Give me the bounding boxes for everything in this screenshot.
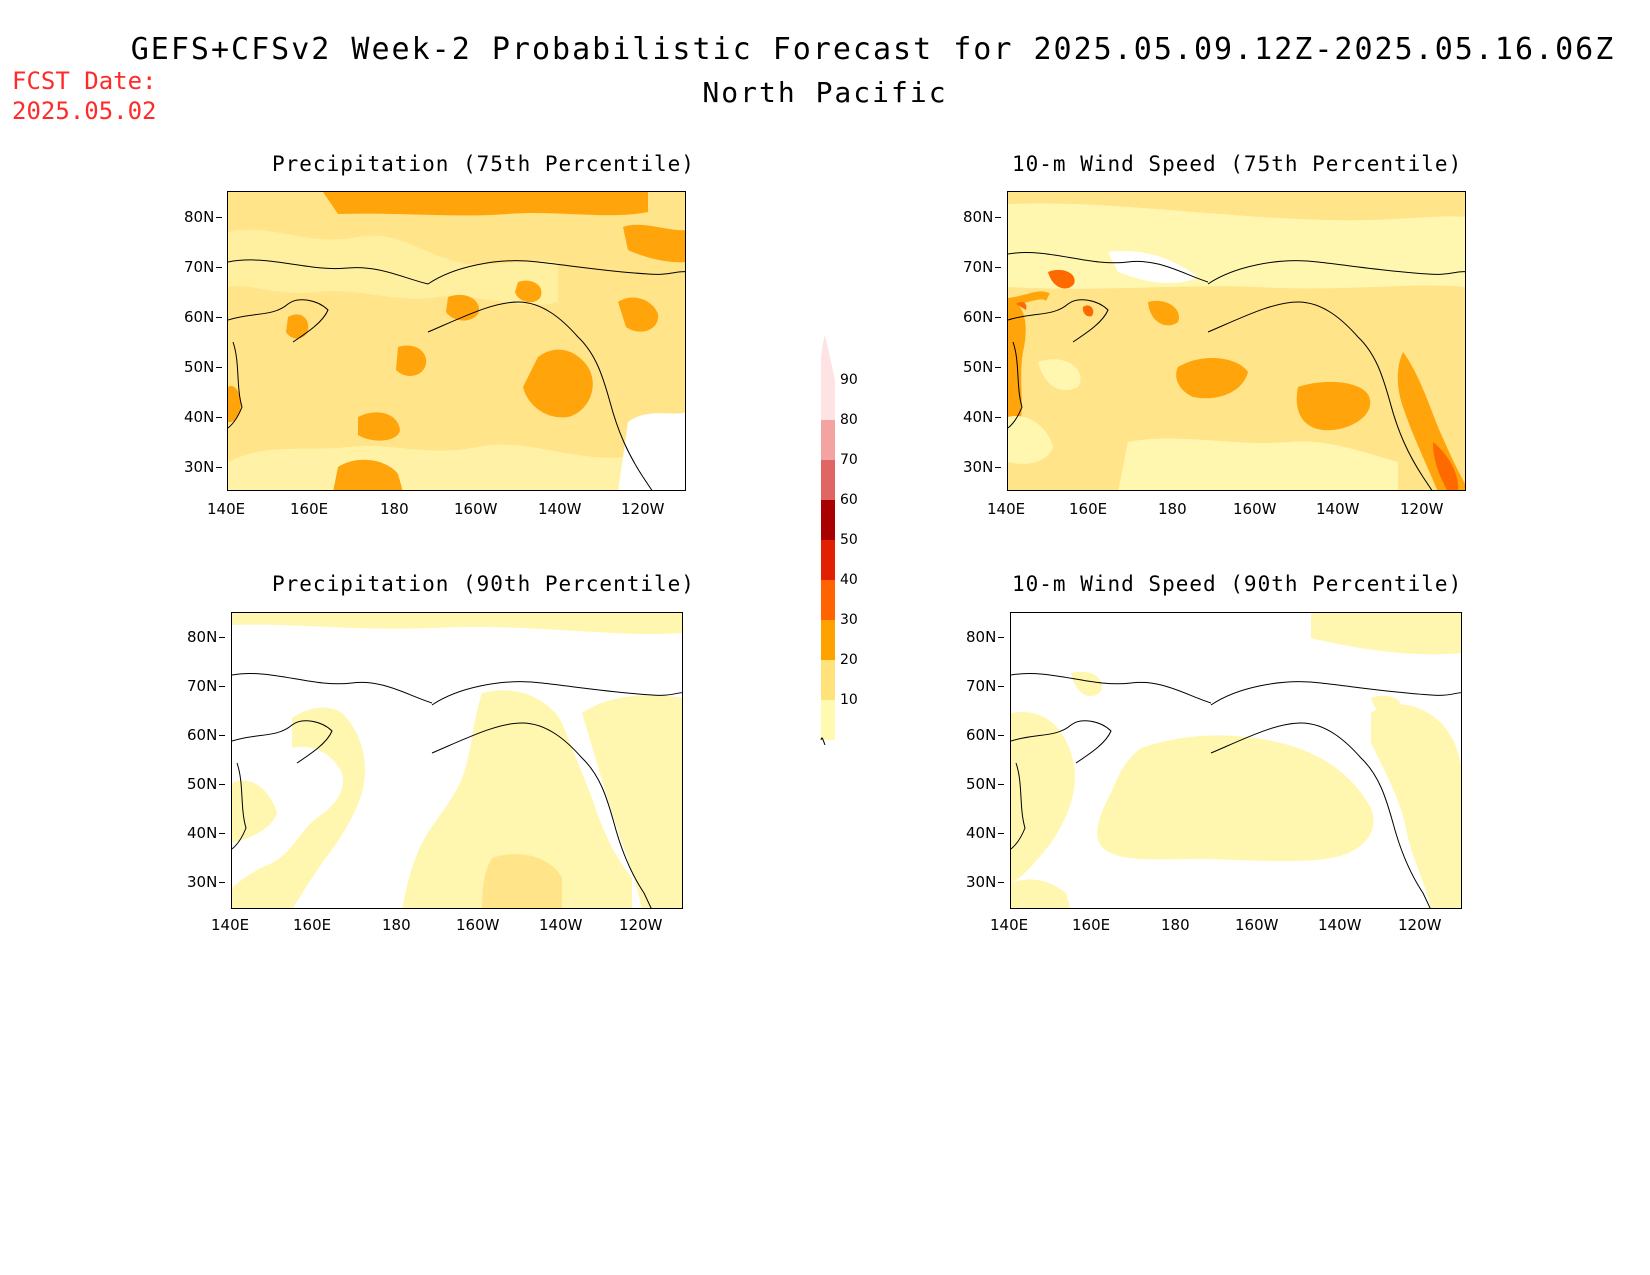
colorbar-label: 30 bbox=[840, 612, 858, 628]
panel-title-wind-90: 10-m Wind Speed (90th Percentile) bbox=[1012, 572, 1463, 596]
lon-label: 120W bbox=[621, 500, 665, 518]
colorbar bbox=[815, 335, 841, 749]
lon-label: 180 bbox=[1161, 916, 1190, 934]
colorbar-label: 40 bbox=[840, 572, 858, 588]
lat-label: 40N bbox=[187, 824, 226, 842]
lon-label: 120W bbox=[1400, 500, 1444, 518]
lon-label: 140W bbox=[1316, 500, 1360, 518]
colorbar-swatch bbox=[821, 700, 835, 740]
lat-label: 70N bbox=[187, 677, 226, 695]
lat-label: 70N bbox=[966, 677, 1005, 695]
colorbar-label: 90 bbox=[840, 372, 858, 388]
main-title: GEFS+CFSv2 Week-2 Probabilistic Forecast… bbox=[130, 32, 1616, 67]
colorbar-label: 20 bbox=[840, 652, 858, 668]
lon-label: 180 bbox=[382, 916, 411, 934]
lat-label: 50N bbox=[963, 358, 1002, 376]
fcst-date-value: 2025.05.02 bbox=[12, 97, 157, 125]
colorbar-swatch bbox=[821, 620, 835, 660]
colorbar-label: 50 bbox=[840, 532, 858, 548]
colorbar-label: 80 bbox=[840, 412, 858, 428]
lon-label: 160W bbox=[1233, 500, 1277, 518]
lon-label: 160W bbox=[456, 916, 500, 934]
lat-label: 80N bbox=[187, 628, 226, 646]
colorbar-swatch bbox=[821, 580, 835, 620]
lat-label: 50N bbox=[187, 775, 226, 793]
map-wind-90 bbox=[1010, 612, 1462, 909]
lon-label: 140W bbox=[1318, 916, 1362, 934]
lat-label: 30N bbox=[184, 458, 223, 476]
panel-title-wind-75: 10-m Wind Speed (75th Percentile) bbox=[1012, 152, 1463, 176]
lon-label: 160E bbox=[290, 500, 329, 518]
region-subtitle: North Pacific bbox=[702, 76, 948, 109]
lat-label: 30N bbox=[966, 873, 1005, 891]
colorbar-swatch bbox=[821, 460, 835, 500]
colorbar-swatches bbox=[820, 335, 841, 746]
colorbar-swatch bbox=[821, 660, 835, 700]
lon-label: 160E bbox=[293, 916, 332, 934]
lat-label: 70N bbox=[963, 258, 1002, 276]
colorbar-swatch bbox=[821, 380, 835, 420]
colorbar-label: 60 bbox=[840, 492, 858, 508]
fcst-date-label: FCST Date: bbox=[12, 67, 157, 95]
lon-label: 160E bbox=[1069, 500, 1108, 518]
colorbar-label: 10 bbox=[840, 692, 858, 708]
lat-label: 60N bbox=[966, 726, 1005, 744]
panel-title-precip-75: Precipitation (75th Percentile) bbox=[272, 152, 695, 176]
lat-label: 80N bbox=[184, 208, 223, 226]
lat-label: 60N bbox=[184, 308, 223, 326]
lat-label: 30N bbox=[963, 458, 1002, 476]
colorbar-label: 70 bbox=[840, 452, 858, 468]
lon-label: 140W bbox=[538, 500, 582, 518]
lat-label: 80N bbox=[963, 208, 1002, 226]
colorbar-swatch bbox=[821, 420, 835, 460]
colorbar-cap-bottom bbox=[820, 737, 826, 746]
lon-label: 140E bbox=[211, 916, 250, 934]
lon-label: 140E bbox=[207, 500, 246, 518]
lat-label: 60N bbox=[963, 308, 1002, 326]
map-wind-75 bbox=[1007, 191, 1466, 491]
lon-label: 140W bbox=[539, 916, 583, 934]
lon-label: 180 bbox=[380, 500, 409, 518]
lat-label: 40N bbox=[966, 824, 1005, 842]
lat-label: 80N bbox=[966, 628, 1005, 646]
lat-label: 40N bbox=[184, 408, 223, 426]
colorbar-cap-top bbox=[821, 335, 835, 380]
colorbar-swatch bbox=[821, 540, 835, 580]
lat-label: 50N bbox=[966, 775, 1005, 793]
lon-label: 160E bbox=[1072, 916, 1111, 934]
lon-label: 160W bbox=[454, 500, 498, 518]
lon-label: 140E bbox=[990, 916, 1029, 934]
lat-label: 50N bbox=[184, 358, 223, 376]
lat-label: 30N bbox=[187, 873, 226, 891]
map-precip-75 bbox=[227, 191, 686, 491]
lat-label: 70N bbox=[184, 258, 223, 276]
lon-label: 180 bbox=[1158, 500, 1187, 518]
lon-label: 160W bbox=[1235, 916, 1279, 934]
lon-label: 120W bbox=[1398, 916, 1442, 934]
panel-title-precip-90: Precipitation (90th Percentile) bbox=[272, 572, 695, 596]
map-precip-90 bbox=[231, 612, 683, 909]
lat-label: 60N bbox=[187, 726, 226, 744]
lat-label: 40N bbox=[963, 408, 1002, 426]
lon-label: 120W bbox=[619, 916, 663, 934]
lon-label: 140E bbox=[987, 500, 1026, 518]
colorbar-swatch bbox=[821, 500, 835, 540]
